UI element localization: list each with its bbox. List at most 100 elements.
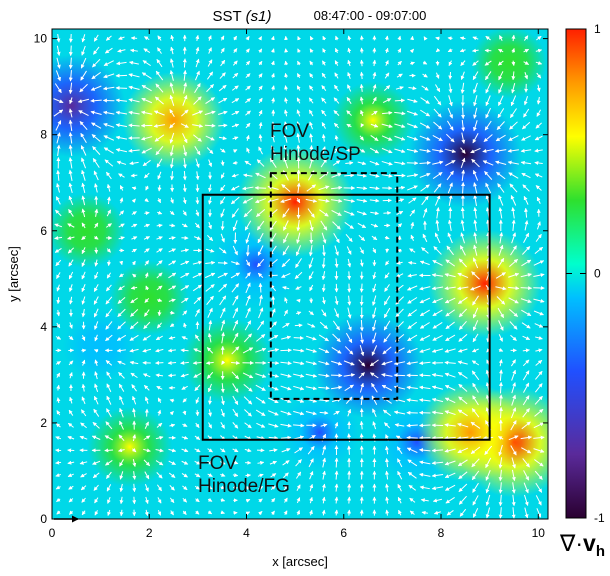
- velocity-arrow: [94, 259, 99, 267]
- velocity-arrow: [81, 195, 86, 206]
- velocity-arrow: [79, 460, 88, 465]
- velocity-arrow: [94, 222, 99, 229]
- velocity-arrow: [334, 470, 339, 480]
- velocity-arrow: [218, 84, 227, 92]
- velocity-arrow: [143, 448, 151, 453]
- velocity-arrow: [207, 332, 212, 343]
- velocity-arrow: [168, 472, 176, 478]
- velocity-arrow: [320, 158, 328, 168]
- velocity-arrow: [220, 172, 225, 179]
- velocity-arrow: [132, 471, 137, 480]
- velocity-arrow: [217, 272, 228, 279]
- velocity-arrow: [231, 360, 241, 365]
- velocity-arrow: [283, 157, 289, 169]
- velocity-arrow: [305, 373, 318, 378]
- velocity-arrow: [155, 348, 164, 353]
- velocity-arrow: [356, 186, 368, 191]
- velocity-arrow: [231, 85, 239, 91]
- velocity-arrow: [68, 271, 74, 280]
- velocity-arrow: [132, 273, 137, 278]
- velocity-arrow: [232, 72, 239, 79]
- velocity-arrow: [56, 384, 61, 391]
- colorbar-label: ∇·vh: [559, 530, 605, 560]
- velocity-arrow: [322, 470, 326, 480]
- velocity-arrow: [155, 460, 164, 466]
- velocity-arrow: [181, 448, 189, 453]
- velocity-arrow: [255, 198, 266, 204]
- velocity-arrow: [117, 48, 126, 53]
- velocity-arrow: [208, 47, 212, 54]
- velocity-arrow: [255, 172, 266, 179]
- velocity-arrow: [81, 157, 87, 169]
- velocity-arrow: [157, 409, 162, 416]
- velocity-arrow: [67, 422, 74, 428]
- velocity-arrow: [308, 244, 313, 257]
- velocity-arrow: [293, 361, 305, 366]
- velocity-arrow: [321, 122, 326, 129]
- velocity-arrow: [346, 246, 352, 255]
- velocity-arrow: [54, 83, 62, 94]
- velocity-arrow: [140, 110, 153, 115]
- velocity-arrow: [267, 198, 279, 203]
- velocity-arrow: [245, 48, 250, 53]
- velocity-arrow: [192, 284, 203, 292]
- velocity-arrow: [208, 196, 212, 205]
- velocity-arrow: [333, 232, 340, 244]
- velocity-arrow: [271, 498, 276, 503]
- velocity-arrow: [269, 448, 278, 453]
- velocity-arrow: [258, 294, 263, 306]
- velocity-arrow: [217, 110, 228, 116]
- velocity-arrow: [155, 435, 164, 440]
- colorbar-tick-label: 1: [594, 22, 601, 36]
- divergence-region: [52, 193, 126, 269]
- velocity-arrow: [116, 160, 127, 165]
- velocity-arrow: [245, 486, 251, 491]
- velocity-arrow: [308, 97, 314, 104]
- velocity-arrow: [296, 182, 301, 194]
- velocity-arrow: [194, 473, 201, 478]
- velocity-arrow: [143, 459, 151, 467]
- velocity-arrow: [359, 420, 364, 430]
- velocity-arrow: [106, 371, 112, 380]
- velocity-arrow: [244, 422, 252, 429]
- velocity-arrow: [245, 498, 251, 503]
- velocity-arrow: [207, 71, 214, 80]
- velocity-arrow: [293, 385, 305, 391]
- velocity-arrow: [168, 260, 177, 266]
- velocity-arrow: [309, 496, 313, 504]
- velocity-arrow: [118, 434, 125, 442]
- velocity-arrow: [118, 372, 125, 379]
- velocity-arrow: [92, 421, 100, 429]
- velocity-arrow: [168, 285, 177, 291]
- velocity-arrow: [410, 35, 415, 41]
- velocity-arrow: [103, 73, 115, 79]
- velocity-arrow: [119, 407, 124, 418]
- velocity-arrow: [157, 198, 161, 204]
- velocity-arrow: [220, 319, 226, 331]
- velocity-arrow: [306, 184, 317, 192]
- velocity-arrow: [245, 511, 251, 516]
- velocity-arrow: [270, 48, 275, 53]
- velocity-arrow: [393, 373, 406, 378]
- velocity-arrow: [256, 220, 265, 231]
- velocity-arrow: [105, 334, 113, 342]
- velocity-arrow: [295, 258, 302, 268]
- velocity-arrow: [256, 159, 265, 167]
- velocity-arrow: [232, 448, 239, 453]
- x-tick-label: 0: [49, 526, 56, 540]
- velocity-arrow: [233, 48, 238, 54]
- velocity-arrow: [242, 197, 254, 204]
- velocity-arrow: [207, 59, 213, 67]
- velocity-arrow: [359, 96, 364, 105]
- velocity-arrow: [269, 460, 278, 465]
- velocity-arrow: [143, 236, 151, 240]
- velocity-arrow: [115, 98, 128, 103]
- velocity-arrow: [346, 96, 352, 105]
- velocity-arrow: [54, 223, 63, 228]
- velocity-arrow: [168, 460, 176, 466]
- velocity-arrow: [131, 384, 137, 392]
- velocity-arrow: [318, 185, 330, 191]
- velocity-arrow: [55, 335, 62, 340]
- velocity-arrow: [195, 158, 200, 168]
